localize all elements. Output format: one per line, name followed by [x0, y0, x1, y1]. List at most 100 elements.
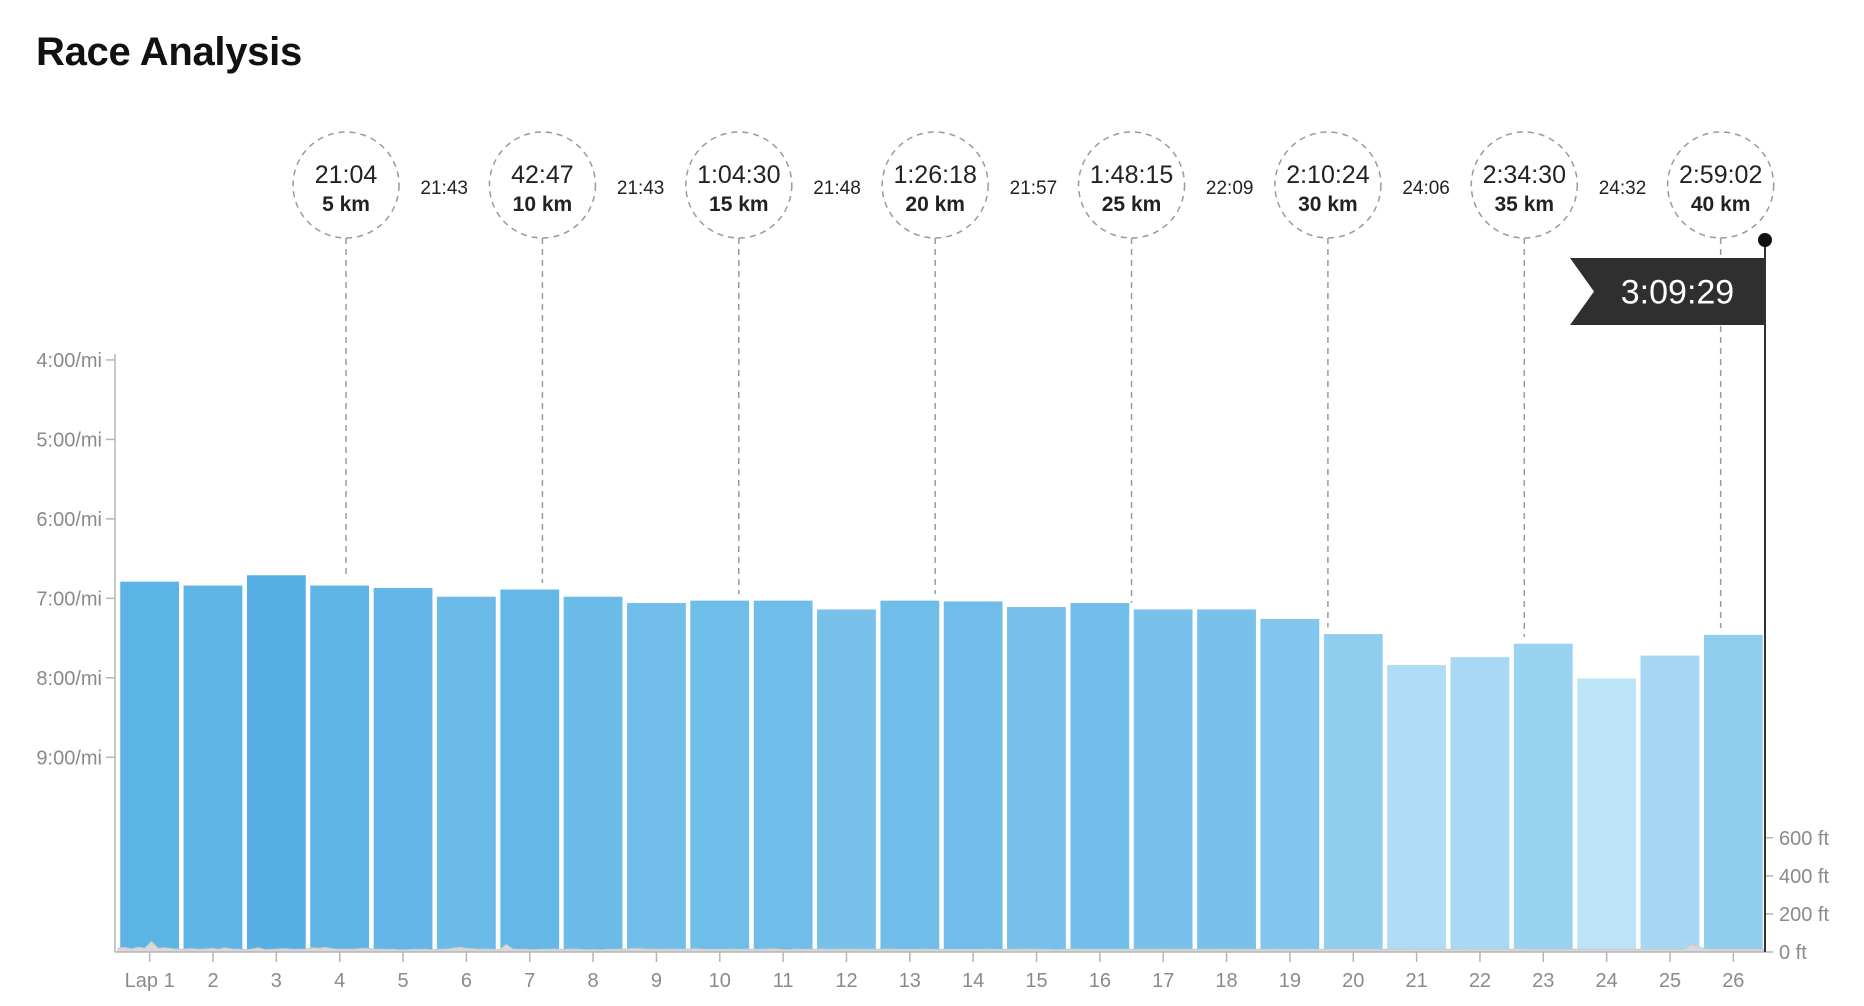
split-time-label: 24:32 [1599, 178, 1647, 199]
split-marker-circle [1666, 131, 1775, 239]
x-tick-label: 12 [835, 970, 857, 992]
y-tick-label: 8:00/mi [36, 668, 102, 690]
x-tick-label: 10 [709, 970, 731, 992]
lap-bar [1512, 642, 1575, 953]
split-marker-distance: 15 km [709, 193, 769, 216]
x-tick-label: 16 [1089, 970, 1111, 992]
split-time-label: 21:57 [1010, 178, 1058, 199]
split-time-label: 21:43 [617, 178, 665, 199]
split-marker-time: 2:59:02 [1679, 161, 1762, 189]
lap-bar [1575, 677, 1638, 953]
x-tick-label: 2 [207, 970, 218, 992]
lap-bar [1449, 655, 1511, 953]
split-marker-distance: 25 km [1102, 193, 1162, 216]
x-tick-label: 14 [962, 970, 984, 992]
split-marker-distance: 20 km [905, 193, 965, 216]
x-tick-label: 15 [1025, 970, 1047, 992]
y-tick-label: 6:00/mi [36, 509, 102, 531]
split-marker-time: 42:47 [511, 161, 574, 189]
lap-bar [878, 599, 941, 953]
page-title: Race Analysis [36, 30, 302, 74]
lap-bar [752, 599, 815, 953]
lap-bar [1195, 607, 1258, 953]
split-marker-distance: 30 km [1298, 193, 1358, 216]
x-tick-label: 20 [1342, 970, 1364, 992]
finish-time: 3:09:29 [1621, 274, 1734, 312]
lap-bar [498, 588, 561, 953]
split-marker-circle [881, 131, 989, 239]
lap-bar [435, 595, 498, 953]
lap-bar [182, 584, 244, 953]
x-tick-label: 22 [1469, 970, 1491, 992]
lap-bar [1639, 654, 1701, 953]
finish-flag [1570, 258, 1765, 325]
split-marker-distance: 35 km [1495, 193, 1555, 216]
lap-bar [372, 586, 434, 953]
bars-layer [118, 573, 1765, 953]
split-marker-circle [1274, 131, 1382, 239]
lap-bar [688, 599, 751, 953]
lap-bar [1258, 617, 1321, 953]
split-marker-circle [488, 131, 597, 239]
elevation-tick-label: 400 ft [1779, 866, 1829, 888]
split-time-label: 24:06 [1402, 178, 1450, 199]
lap-bar [1322, 632, 1385, 953]
x-tick-label: 9 [651, 970, 662, 992]
split-marker-time: 1:26:18 [893, 161, 976, 189]
y-tick-label: 9:00/mi [36, 747, 102, 769]
x-tick-label: 3 [271, 970, 282, 992]
split-marker-distance: 40 km [1691, 193, 1751, 216]
split-marker-time: 21:04 [315, 161, 378, 189]
lap-bar [245, 573, 308, 953]
lap-bar [562, 595, 624, 953]
x-tick-label: 6 [461, 970, 472, 992]
split-time-label: 21:43 [420, 178, 468, 199]
split-time-label: 21:48 [813, 178, 861, 199]
split-marker-circle [1470, 131, 1579, 239]
x-tick-label: 11 [773, 970, 794, 992]
split-marker-circle [685, 131, 793, 239]
x-tick-label: 7 [524, 970, 535, 992]
x-tick-label: 25 [1659, 970, 1681, 992]
split-marker-circle [1077, 131, 1186, 239]
x-tick-label: 5 [397, 970, 408, 992]
lap-bar [308, 584, 371, 953]
x-tick-label: 18 [1215, 970, 1237, 992]
x-tick-label: 19 [1279, 970, 1301, 992]
lap-bar [1385, 663, 1448, 953]
x-tick-label: 26 [1722, 970, 1744, 992]
lap-bar [942, 599, 1005, 953]
split-marker-time: 1:48:15 [1090, 161, 1173, 189]
split-time-label: 22:09 [1206, 178, 1254, 199]
split-marker-time: 2:34:30 [1483, 161, 1566, 189]
x-tick-label: 24 [1596, 970, 1618, 992]
lap-bar [1005, 605, 1068, 953]
lap-bar [815, 607, 878, 953]
x-tick-label: 17 [1152, 970, 1174, 992]
split-marker-time: 2:10:24 [1286, 161, 1370, 189]
elevation-tick-label: 200 ft [1779, 904, 1829, 926]
split-markers-layer: 21:04 5 km 42:47 10 km 1:04:30 15 km 1:26:18 20… [117, 131, 1775, 953]
x-tick-label: 21 [1405, 970, 1427, 992]
split-marker-distance: 10 km [513, 193, 573, 216]
elevation-profile [117, 940, 1766, 953]
split-marker-circle [292, 131, 400, 239]
y-tick-label: 7:00/mi [36, 588, 102, 610]
lap-bar [1068, 601, 1131, 953]
lap-bar [1132, 607, 1195, 953]
y-tick-label: 4:00/mi [36, 350, 102, 372]
x-tick-label: 13 [899, 970, 921, 992]
lap-bar [625, 601, 688, 953]
split-marker-time: 1:04:30 [697, 161, 780, 189]
axes-layer: 4:00/mi 5:00/mi 6:00/mi 7:00/mi 8:00/mi 9:00/… [36, 350, 1829, 992]
x-tick-label: Lap 1 [125, 970, 175, 992]
x-tick-label: 23 [1532, 970, 1554, 992]
x-tick-label: 8 [588, 970, 599, 992]
split-marker-distance: 5 km [322, 193, 370, 216]
elevation-tick-label: 0 ft [1779, 942, 1807, 964]
elevation-tick-label: 600 ft [1779, 828, 1829, 850]
lap-bar [118, 580, 181, 953]
y-tick-label: 5:00/mi [36, 429, 102, 451]
x-tick-label: 4 [334, 970, 345, 992]
